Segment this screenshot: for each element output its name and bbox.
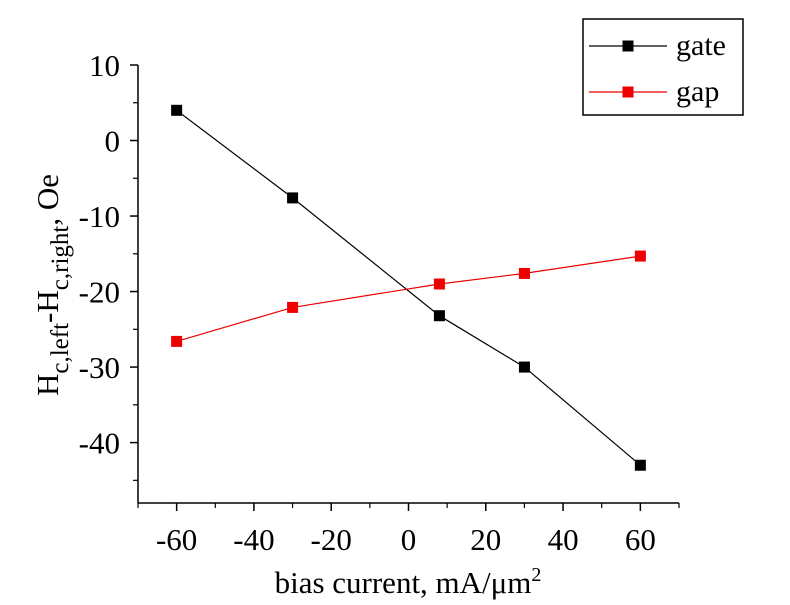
series-line-gate: [176, 109, 641, 466]
legend-entry-gap: gap: [589, 75, 719, 108]
legend-marker: [622, 86, 634, 98]
series-layer: [171, 104, 646, 471]
data-point-gate: [634, 459, 646, 471]
legend-marker: [622, 40, 634, 52]
x-tick-label: 0: [401, 522, 417, 557]
x-tick-label: -40: [233, 522, 274, 557]
data-point-gate: [433, 310, 445, 322]
y-tick-label: -20: [79, 275, 120, 310]
y-axis-title-tail: , Oe: [30, 174, 65, 226]
x-axis-title-main: bias current, mA/μm: [275, 565, 532, 600]
data-point-gap: [634, 250, 646, 262]
x-axis-ticks: -60 -40 -20 0 20 40 60: [137, 503, 680, 557]
series-gap: [171, 250, 646, 347]
legend: gate gap: [582, 18, 744, 116]
data-point-gate: [287, 192, 299, 204]
y-tick-label: -10: [79, 199, 120, 234]
data-point-gap: [518, 267, 530, 279]
series-line-gap: [176, 255, 641, 342]
legend-entry-gate: gate: [589, 29, 726, 62]
legend-label: gap: [676, 75, 719, 108]
y-axis-ticks: 10 0 -10 -20 -30 -40: [79, 48, 138, 481]
x-axis-title-superscript: 2: [531, 564, 541, 586]
x-tick-label: -60: [156, 522, 197, 557]
y-axis-title-dash: -H: [30, 290, 65, 323]
x-tick-label: 40: [548, 522, 579, 557]
legend-label: gate: [676, 29, 726, 62]
data-point-gap: [171, 335, 183, 347]
data-point-gate: [518, 361, 530, 373]
y-tick-label: 0: [105, 124, 121, 159]
legend-box: [582, 18, 744, 116]
data-point-gate: [171, 104, 183, 116]
y-axis-title-sub2: c,right: [47, 226, 74, 291]
axes-frame: [137, 65, 679, 504]
y-tick-label: -40: [79, 426, 120, 461]
x-tick-label: -20: [311, 522, 352, 557]
y-tick-label: -30: [79, 350, 120, 385]
y-axis-title-h1: H: [30, 374, 65, 396]
data-point-gap: [433, 278, 445, 290]
y-axis-title: Hc,left-Hc,right, Oe: [30, 174, 74, 396]
data-point-gap: [287, 301, 299, 313]
series-gate: [171, 104, 646, 471]
x-tick-label: 60: [625, 522, 656, 557]
y-tick-label: 10: [89, 48, 120, 83]
x-tick-label: 20: [470, 522, 501, 557]
x-axis-title: bias current, mA/μm2: [275, 564, 542, 600]
y-axis-title-sub1: c,left: [47, 323, 74, 374]
